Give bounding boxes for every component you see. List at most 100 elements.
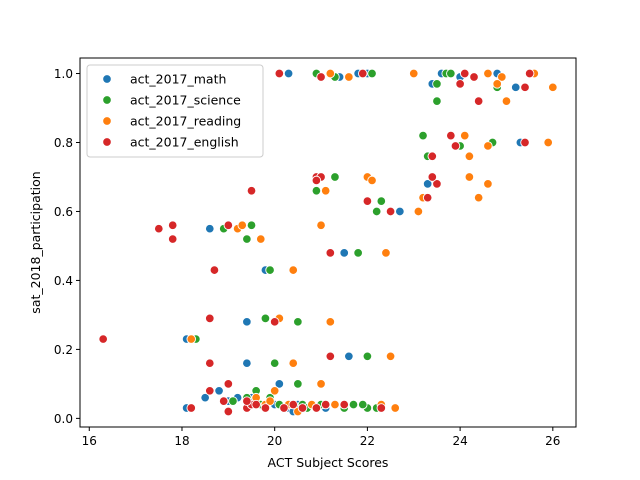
data-point — [269, 386, 280, 396]
data-point — [344, 72, 354, 82]
data-point — [293, 317, 303, 327]
data-point — [297, 403, 308, 413]
data-point — [469, 72, 479, 82]
data-point — [242, 358, 252, 368]
data-point — [459, 130, 470, 141]
data-point — [320, 186, 331, 196]
data-point — [260, 313, 271, 324]
data-point — [483, 141, 493, 151]
data-point — [524, 68, 535, 79]
data-point — [246, 186, 257, 196]
data-point — [325, 351, 336, 362]
series-act_2017_english — [98, 68, 535, 417]
data-point — [218, 396, 229, 406]
data-point — [358, 399, 368, 410]
data-point — [548, 82, 558, 93]
data-point — [427, 172, 438, 182]
data-point — [367, 68, 377, 79]
data-point — [205, 358, 215, 368]
data-point — [353, 248, 363, 258]
data-point — [320, 399, 331, 410]
data-point — [339, 248, 349, 258]
data-point — [344, 351, 354, 362]
series-act_2017_reading — [186, 68, 558, 417]
data-point — [274, 379, 285, 389]
legend-marker — [102, 95, 112, 105]
data-point — [288, 265, 298, 275]
data-point — [520, 137, 530, 148]
data-point — [223, 379, 234, 389]
data-point — [260, 403, 271, 413]
x-tick-label: 16 — [82, 434, 97, 448]
data-point — [501, 96, 512, 106]
x-tick-label: 18 — [174, 434, 189, 448]
data-point — [497, 72, 507, 82]
data-point — [510, 82, 521, 93]
y-tick-label: 0.4 — [54, 274, 73, 288]
data-point — [237, 220, 247, 231]
legend: act_2017_math act_2017_science act_2017_re… — [86, 64, 264, 158]
data-point — [265, 396, 275, 406]
data-point — [330, 172, 340, 182]
data-point — [251, 399, 261, 410]
data-point — [242, 234, 252, 244]
data-point — [422, 192, 433, 203]
data-points — [98, 68, 558, 417]
y-axis-label: sat_2018_participation — [28, 171, 43, 313]
data-point — [446, 130, 456, 141]
data-point — [274, 68, 285, 79]
y-tick-label: 0.2 — [54, 343, 73, 357]
data-point — [269, 358, 280, 368]
data-point — [432, 179, 442, 189]
data-point — [269, 317, 280, 327]
data-point — [376, 403, 387, 413]
data-point — [223, 406, 234, 417]
data-point — [381, 248, 391, 258]
data-point — [283, 68, 294, 79]
data-point — [167, 220, 178, 231]
x-tick-label: 20 — [267, 434, 282, 448]
legend-marker — [102, 137, 112, 147]
legend-frame — [86, 64, 264, 158]
data-point — [432, 96, 442, 106]
data-point — [209, 265, 220, 275]
data-point — [330, 399, 340, 410]
data-point — [348, 399, 359, 410]
y-tick-label: 1.0 — [54, 67, 73, 81]
data-point — [339, 399, 349, 410]
data-point — [311, 186, 322, 196]
data-point — [543, 137, 553, 148]
legend-label: act_2017_math — [130, 72, 226, 87]
data-point — [358, 68, 368, 79]
data-point — [492, 79, 502, 89]
x-tick-label: 26 — [545, 434, 560, 448]
data-point — [422, 179, 433, 189]
legend-marker — [102, 116, 112, 126]
data-point — [265, 265, 275, 275]
data-point — [362, 351, 373, 362]
y-tick-label: 0.6 — [54, 205, 73, 219]
y-tick-label: 0.8 — [54, 136, 73, 150]
data-point — [390, 403, 400, 413]
data-point — [293, 379, 303, 389]
legend-label: act_2017_reading — [130, 114, 241, 129]
data-point — [223, 220, 234, 231]
x-axis-ticks: 16 18 20 22 24 26 — [82, 427, 560, 448]
data-point — [200, 392, 210, 403]
data-point — [311, 403, 322, 413]
data-point — [385, 351, 396, 362]
data-point — [446, 68, 456, 79]
data-point — [464, 151, 475, 162]
legend-label: act_2017_english — [130, 135, 239, 150]
data-point — [316, 72, 326, 82]
data-point — [385, 206, 396, 217]
data-point — [311, 175, 322, 186]
data-point — [395, 206, 405, 217]
data-point — [432, 79, 442, 89]
data-point — [228, 396, 238, 406]
data-point — [256, 234, 266, 244]
data-point — [205, 313, 215, 324]
data-point — [246, 220, 257, 231]
